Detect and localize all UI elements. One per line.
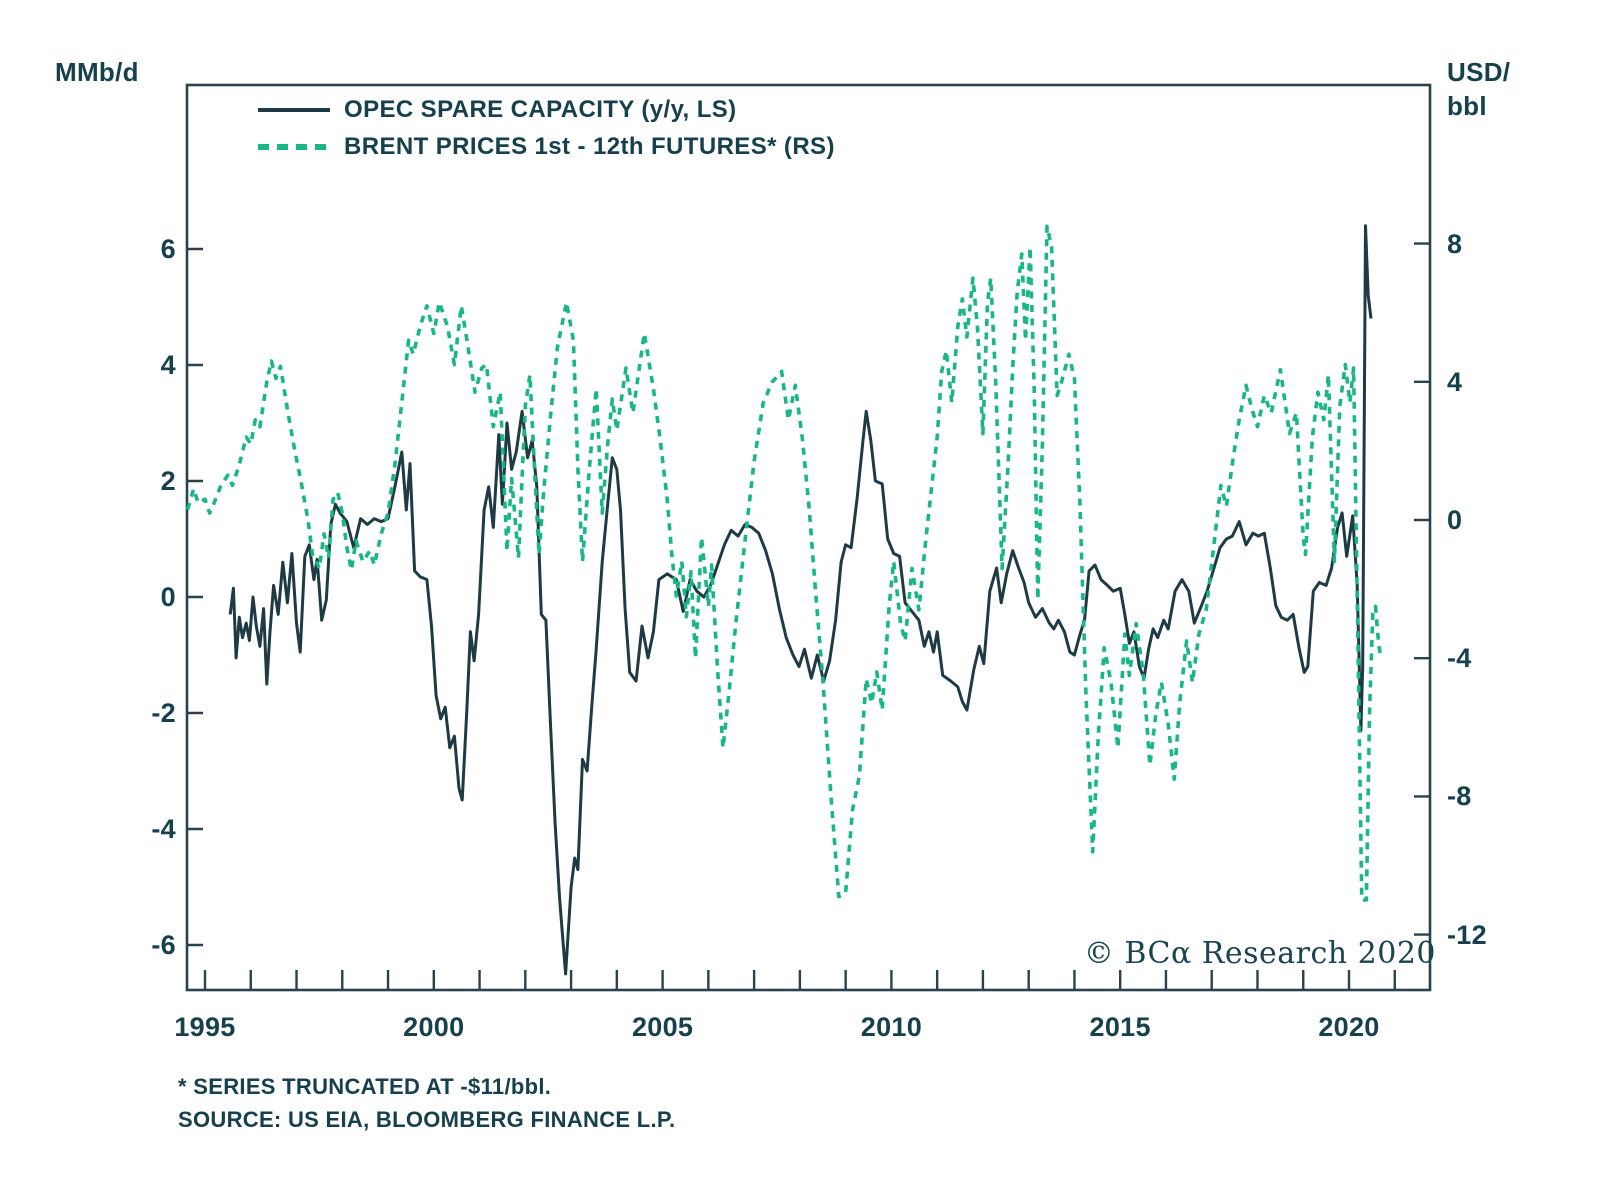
left-axis-tick-label: 2 — [160, 466, 176, 496]
legend-item-brent: BRENT PRICES 1st - 12th FUTURES* (RS) — [258, 133, 835, 161]
right-axis-tick-label: -12 — [1447, 919, 1487, 950]
opec-spare-capacity-line — [228, 224, 1373, 976]
right-axis-tick-label: -4 — [1447, 643, 1472, 674]
right-axis-tick-label: -8 — [1447, 781, 1472, 812]
right-axis-tick-label: 4 — [1447, 366, 1463, 397]
right-axis-tick-label: 8 — [1447, 228, 1463, 259]
x-axis-tick-label: 2000 — [403, 1012, 465, 1042]
copyright-bca-research: © BCα Research 2020 — [1083, 936, 1436, 971]
brent-futures-spread-line — [185, 224, 1383, 902]
x-axis-tick-label: 2005 — [631, 1012, 694, 1042]
left-axis-tick-label: -2 — [151, 698, 176, 728]
footnotes: * SERIES TRUNCATED AT -$11/bbl. SOURCE: … — [178, 1074, 675, 1133]
left-axis-tick-label: -6 — [151, 930, 176, 960]
left-axis-tick-label: 4 — [160, 350, 176, 380]
x-axis-tick-label: 2010 — [860, 1012, 923, 1042]
footnote-source: SOURCE: US EIA, BLOOMBERG FINANCE L.P. — [178, 1107, 676, 1132]
left-axis-tick-label: 6 — [160, 234, 176, 264]
solid-line-sample-icon — [258, 108, 330, 112]
plot-frame — [185, 83, 1432, 992]
left-axis-unit-label: MMb/d — [55, 57, 139, 87]
right-axis-unit-label-line2: bbl — [1447, 91, 1487, 121]
dashed-line-sample-icon — [258, 144, 330, 150]
footnote-truncation: * SERIES TRUNCATED AT -$11/bbl. — [178, 1074, 552, 1099]
x-axis-tick-label: 2020 — [1318, 1012, 1380, 1042]
legend-label-brent: BRENT PRICES 1st - 12th FUTURES* (RS) — [344, 133, 835, 160]
left-axis-tick-label: 0 — [160, 582, 176, 612]
left-axis-tick-label: -4 — [151, 814, 176, 844]
legend-label-opec: OPEC SPARE CAPACITY (y/y, LS) — [344, 96, 737, 123]
legend-item-opec: OPEC SPARE CAPACITY (y/y, LS) — [258, 96, 835, 124]
x-axis-tick-label: 2015 — [1089, 1012, 1151, 1042]
right-axis-unit-label-line1: USD/ — [1447, 57, 1511, 87]
axis-tick-marks — [187, 242, 1430, 990]
right-axis-tick-label: 0 — [1447, 505, 1463, 535]
chart-legend: OPEC SPARE CAPACITY (y/y, LS) BRENT PRIC… — [258, 96, 835, 161]
x-axis-tick-label: 1995 — [174, 1012, 236, 1042]
